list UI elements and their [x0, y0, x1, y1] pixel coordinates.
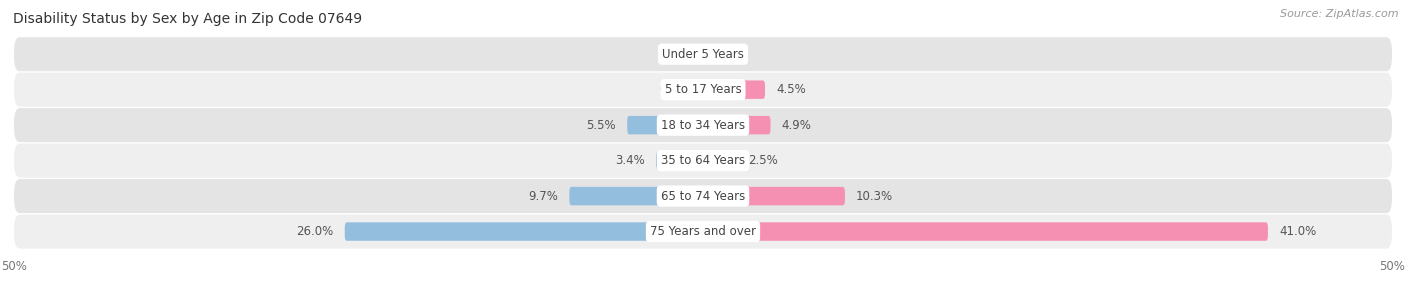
- Text: 3.4%: 3.4%: [616, 154, 645, 167]
- FancyBboxPatch shape: [344, 222, 703, 241]
- Text: 10.3%: 10.3%: [856, 190, 893, 202]
- FancyBboxPatch shape: [703, 222, 1268, 241]
- FancyBboxPatch shape: [14, 37, 1392, 71]
- Text: Disability Status by Sex by Age in Zip Code 07649: Disability Status by Sex by Age in Zip C…: [13, 12, 361, 26]
- FancyBboxPatch shape: [703, 151, 738, 170]
- FancyBboxPatch shape: [14, 215, 1392, 249]
- FancyBboxPatch shape: [569, 187, 703, 205]
- Text: 0.0%: 0.0%: [717, 48, 747, 61]
- FancyBboxPatch shape: [703, 81, 765, 99]
- Text: 4.9%: 4.9%: [782, 119, 811, 132]
- Text: 65 to 74 Years: 65 to 74 Years: [661, 190, 745, 202]
- Text: 26.0%: 26.0%: [297, 225, 333, 238]
- Text: 18 to 34 Years: 18 to 34 Years: [661, 119, 745, 132]
- Text: Source: ZipAtlas.com: Source: ZipAtlas.com: [1281, 9, 1399, 19]
- Text: 75 Years and over: 75 Years and over: [650, 225, 756, 238]
- Text: 35 to 64 Years: 35 to 64 Years: [661, 154, 745, 167]
- FancyBboxPatch shape: [703, 187, 845, 205]
- Text: 9.7%: 9.7%: [529, 190, 558, 202]
- FancyBboxPatch shape: [14, 143, 1392, 178]
- Text: 41.0%: 41.0%: [1279, 225, 1316, 238]
- Legend: Male, Female: Male, Female: [638, 302, 768, 304]
- Text: 0.0%: 0.0%: [659, 83, 689, 96]
- FancyBboxPatch shape: [627, 116, 703, 134]
- Text: 2.5%: 2.5%: [748, 154, 778, 167]
- Text: 0.0%: 0.0%: [659, 48, 689, 61]
- Text: 5 to 17 Years: 5 to 17 Years: [665, 83, 741, 96]
- FancyBboxPatch shape: [14, 179, 1392, 213]
- FancyBboxPatch shape: [703, 116, 770, 134]
- Text: 5.5%: 5.5%: [586, 119, 616, 132]
- FancyBboxPatch shape: [657, 151, 703, 170]
- FancyBboxPatch shape: [14, 73, 1392, 107]
- Text: Under 5 Years: Under 5 Years: [662, 48, 744, 61]
- Text: 4.5%: 4.5%: [776, 83, 806, 96]
- FancyBboxPatch shape: [14, 108, 1392, 142]
